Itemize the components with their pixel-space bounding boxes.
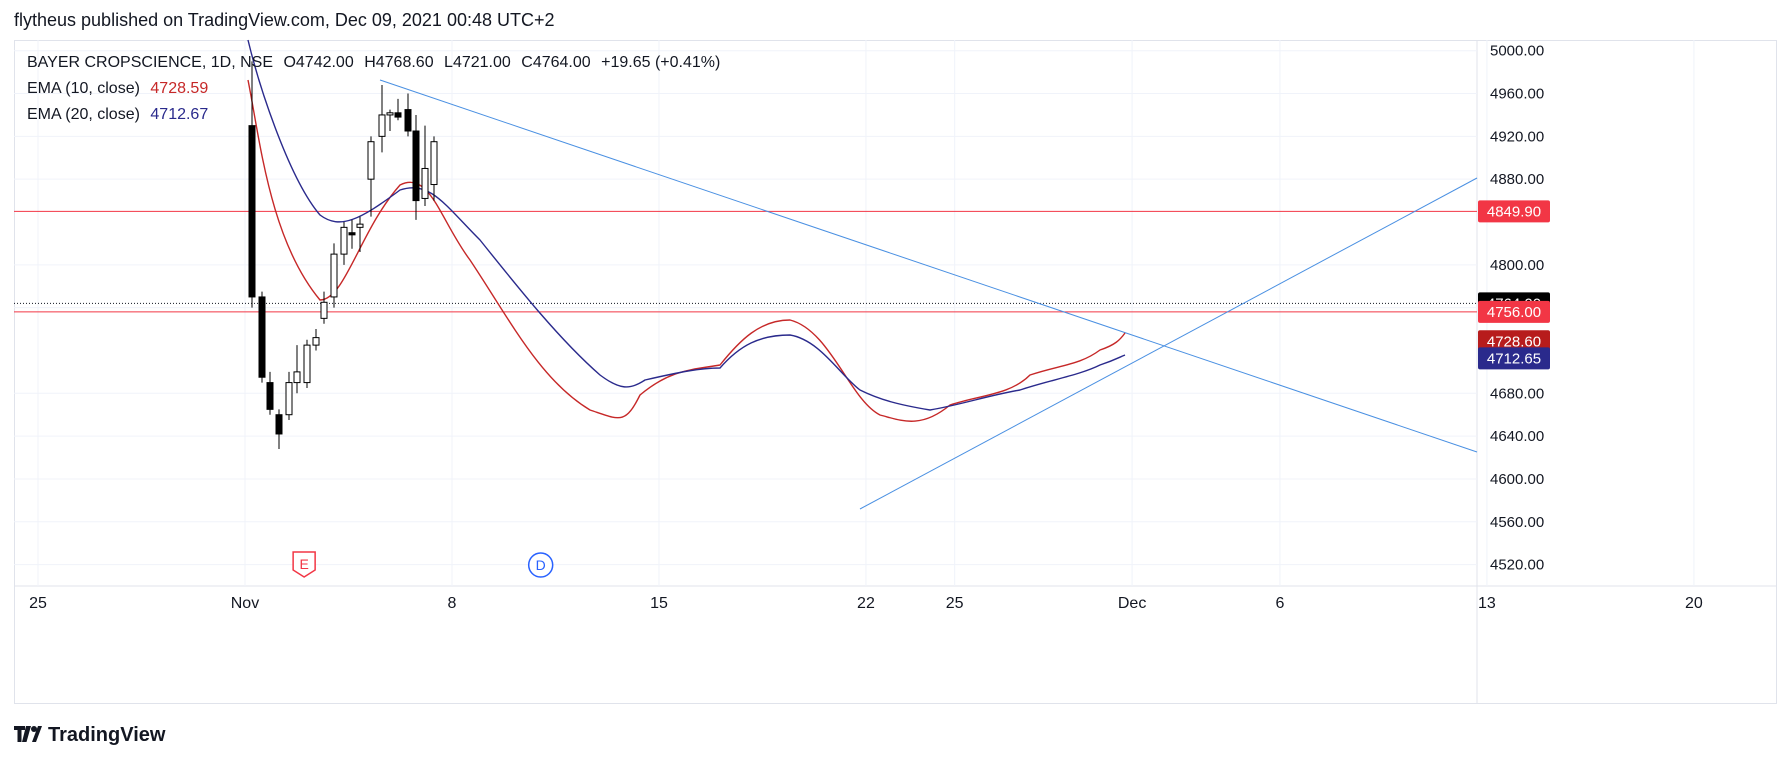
y-tick-label: 4520.00 [1490,557,1544,574]
candle-body[interactable] [412,130,420,202]
tradingview-logo[interactable]: TradingView [14,722,165,748]
legend-high-key: H [364,54,376,71]
legend-open-value: 4742.00 [295,54,354,71]
dividend-marker[interactable] [527,552,554,578]
y-tick-label: 4880.00 [1490,171,1544,188]
price-label-box [1478,300,1550,323]
legend-ema10-label: EMA (10, close) [27,80,140,97]
x-tick-label: 8 [448,595,457,612]
candle-body[interactable] [330,253,338,298]
price-axis-label: 4712.65 [1478,347,1550,370]
candle-body[interactable] [356,223,364,228]
y-tick-label: 5000.00 [1490,43,1544,60]
ascending-trendline[interactable] [859,177,1478,510]
x-tick-label: 25 [946,595,964,612]
candle-body[interactable] [303,344,311,384]
x-tick-label: 22 [857,595,875,612]
candle-body[interactable] [258,296,266,378]
price-label-text: 4728.60 [1487,333,1541,350]
candle-body[interactable] [421,167,429,199]
y-tick-label: 4800.00 [1490,257,1544,274]
legend-ema10-row[interactable]: EMA (10, close) 4728.59 [27,80,208,98]
candle-body[interactable] [378,114,386,137]
x-tick-label: 25 [29,595,47,612]
price-label-box [1478,347,1550,370]
candle-body[interactable] [320,301,328,319]
legend-change: +19.65 (+0.41%) [601,54,721,71]
descending-trendline[interactable] [379,79,1478,453]
candle-body[interactable] [340,226,348,255]
candle-body[interactable] [386,112,394,116]
legend-high-value: 4768.60 [375,54,434,71]
candle-body[interactable] [266,382,274,410]
legend-symbol[interactable]: BAYER CROPSCIENCE, 1D, NSE [27,54,273,71]
ema20-line[interactable] [247,39,1126,411]
legend-ema10-value: 4728.59 [150,80,209,97]
price-axis-label: 4728.60 [1478,330,1550,353]
candle-body[interactable] [275,414,283,435]
legend-ema20-label: EMA (20, close) [27,106,140,123]
legend-low-key: L [444,54,453,71]
event-marker-label: E [299,556,308,572]
legend-ema20-row[interactable]: EMA (20, close) 4712.67 [27,106,208,124]
price-axis-label: 4756.00 [1478,300,1550,323]
earnings-marker[interactable] [292,551,316,578]
y-tick-label: 4960.00 [1490,86,1544,103]
candle-body[interactable] [248,125,256,298]
legend-low-value: 4721.00 [452,54,511,71]
candle-body[interactable] [285,382,293,416]
x-tick-label: 15 [650,595,668,612]
price-label-text: 4756.00 [1487,304,1541,321]
y-tick-label: 4920.00 [1490,128,1544,145]
candle-body[interactable] [312,337,320,346]
x-tick-label: 20 [1685,595,1703,612]
candle-body[interactable] [348,232,356,236]
candle-body[interactable] [367,141,375,180]
x-tick-label: Nov [231,595,259,612]
legend-close-key: C [521,54,533,71]
legend-ema20-value: 4712.67 [150,106,209,123]
legend-open-key: O [283,54,296,71]
y-tick-label: 4600.00 [1490,471,1544,488]
price-label-box [1478,200,1550,223]
publish-header: flytheus published on TradingView.com, D… [14,10,555,30]
x-tick-label: 6 [1275,595,1284,612]
price-axis-label: 4849.90 [1478,200,1550,223]
y-tick-label: 4680.00 [1490,385,1544,402]
legend-close-value: 4764.00 [532,54,591,71]
y-tick-label: 4560.00 [1490,514,1544,531]
y-tick-label: 4640.00 [1490,428,1544,445]
tradingview-logo-icon [14,722,42,748]
candle-body[interactable] [430,141,438,186]
event-marker-label: D [536,557,546,573]
price-label-text: 4712.65 [1487,350,1541,367]
x-tick-label: 13 [1478,595,1496,612]
candle-body[interactable] [293,371,301,384]
legend-symbol-row: BAYER CROPSCIENCE, 1D, NSE O4742.00 H476… [27,54,720,72]
x-tick-label: Dec [1118,595,1146,612]
price-label-box [1478,330,1550,353]
chart-frame[interactable] [14,40,1777,704]
candle-body[interactable] [404,109,412,132]
tradingview-logo-text: TradingView [48,723,166,746]
candle-body[interactable] [394,112,402,118]
price-label-text: 4849.90 [1487,203,1541,220]
